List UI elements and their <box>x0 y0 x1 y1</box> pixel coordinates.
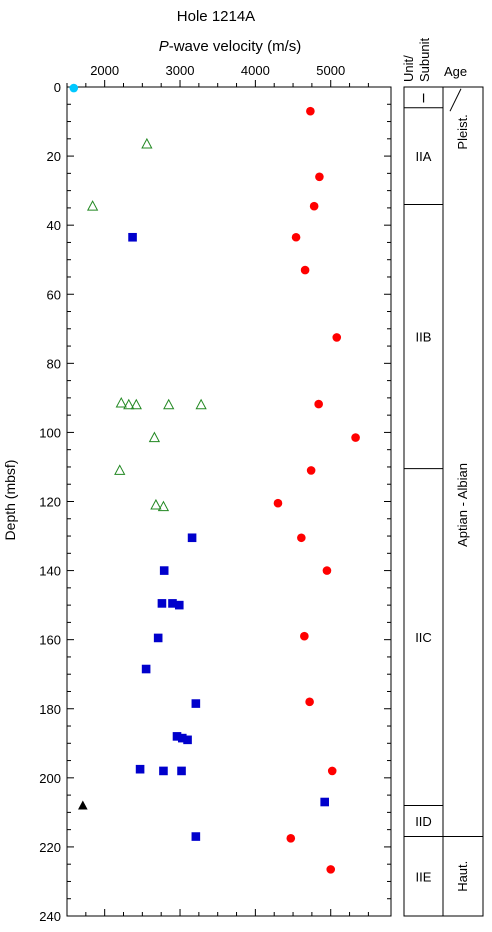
data-point-circle <box>306 466 316 475</box>
data-point-square <box>168 599 177 608</box>
y-tick-label: 80 <box>47 356 61 371</box>
data-point-circle <box>291 232 301 242</box>
data-point-open-triangle <box>195 398 207 410</box>
data-point-circle <box>327 766 337 776</box>
age-column-frame <box>442 86 484 917</box>
data-point-open-triangle <box>150 498 162 510</box>
data-point-open-triangle <box>114 464 126 475</box>
unit-column-frame <box>403 86 444 917</box>
data-point-square <box>174 600 184 610</box>
data-point-square <box>191 699 201 708</box>
unit-label: IIA <box>416 149 432 164</box>
data-point-open-triangle <box>123 398 135 410</box>
data-point-circle <box>297 533 306 543</box>
data-point-square <box>187 533 197 543</box>
chart-title: Hole 1214A <box>177 8 255 25</box>
data-point-square <box>172 732 182 741</box>
y-tick-label: 120 <box>39 495 61 510</box>
y-tick-label: 100 <box>39 425 61 440</box>
data-point-circle <box>326 865 336 874</box>
x-axis-label-rest: -wave velocity (m/s) <box>169 38 302 55</box>
data-point-open-triangle <box>163 398 175 410</box>
data-point-open-triangle <box>157 500 170 512</box>
data-point-square <box>157 599 167 608</box>
x-axis-label: P-wave velocity (m/s) <box>159 38 302 55</box>
y-tick-label: 220 <box>39 840 61 855</box>
x-tick-label: 4000 <box>241 63 270 78</box>
x-axis-ticks: 2000 3000 4000 5000 <box>66 63 369 916</box>
age-label: Haut. <box>455 861 470 892</box>
data-point-filled-triangle <box>78 800 88 810</box>
y-axis-ticks: 0 20 40 60 80 100 120 140 160 180 200 220 240 <box>39 80 391 924</box>
data-point-square <box>159 566 169 575</box>
unit-label: IIC <box>415 630 432 645</box>
unit-header-line1: Unit/ <box>401 55 416 82</box>
data-point-circle <box>351 433 360 442</box>
data-point-circle <box>300 265 310 275</box>
data-point-circle <box>332 333 342 342</box>
data-point-circle <box>273 498 283 508</box>
y-tick-label: 160 <box>39 633 61 648</box>
data-points <box>69 83 360 874</box>
data-point-square <box>159 766 168 776</box>
x-tick-label: 5000 <box>316 63 345 78</box>
data-point-open-triangle <box>148 431 161 443</box>
data-point-circle <box>306 106 315 116</box>
data-point-open-triangle <box>115 396 127 408</box>
y-tick-label: 0 <box>54 80 61 95</box>
y-tick-label: 180 <box>39 702 61 717</box>
y-tick-label: 20 <box>47 149 61 164</box>
data-point-open-triangle <box>86 200 99 211</box>
age-boundary-tick <box>449 88 462 112</box>
x-axis-label-italic: P <box>159 38 169 55</box>
y-tick-label: 240 <box>39 909 61 924</box>
data-point-open-triangle <box>141 137 153 149</box>
y-tick-label: 200 <box>39 771 61 786</box>
data-point-open-triangle <box>130 398 142 410</box>
age-label: Pleist. <box>455 114 470 149</box>
data-point-circle <box>305 697 314 707</box>
data-point-circle <box>322 566 332 575</box>
data-point-circle <box>315 172 324 182</box>
unit-label: IID <box>415 814 432 829</box>
data-point-square <box>141 664 151 674</box>
data-point-square <box>191 832 201 841</box>
data-point-square <box>177 766 186 776</box>
age-column: Pleist. Aptian - Albian Haut. <box>442 86 484 917</box>
data-point-circle <box>69 83 79 93</box>
data-point-square <box>128 232 137 242</box>
data-point-circle <box>309 201 319 211</box>
data-point-circle <box>286 833 296 843</box>
y-axis-label: Depth (mbsf) <box>2 460 18 541</box>
y-tick-label: 40 <box>47 218 61 233</box>
unit-label: IIE <box>416 869 432 884</box>
data-point-circle <box>314 399 323 409</box>
data-point-square <box>320 797 329 807</box>
unit-header-line2: Subunit <box>417 38 432 82</box>
data-point-square <box>183 735 192 745</box>
data-point-square <box>153 633 163 643</box>
plot-frame <box>66 86 392 917</box>
unit-label: IIB <box>416 330 432 345</box>
x-tick-label: 3000 <box>166 63 195 78</box>
x-tick-label: 2000 <box>90 63 119 78</box>
y-tick-label: 140 <box>39 564 61 579</box>
age-column-header: Age <box>444 64 467 79</box>
data-point-square <box>135 764 145 774</box>
y-tick-label: 60 <box>47 287 61 302</box>
data-point-square <box>177 733 187 743</box>
data-point-circle <box>300 631 309 641</box>
age-label: Aptian - Albian <box>455 463 470 547</box>
unit-column: I IIA IIB IIC IID IIE <box>403 86 444 917</box>
unit-label: I <box>422 90 426 105</box>
